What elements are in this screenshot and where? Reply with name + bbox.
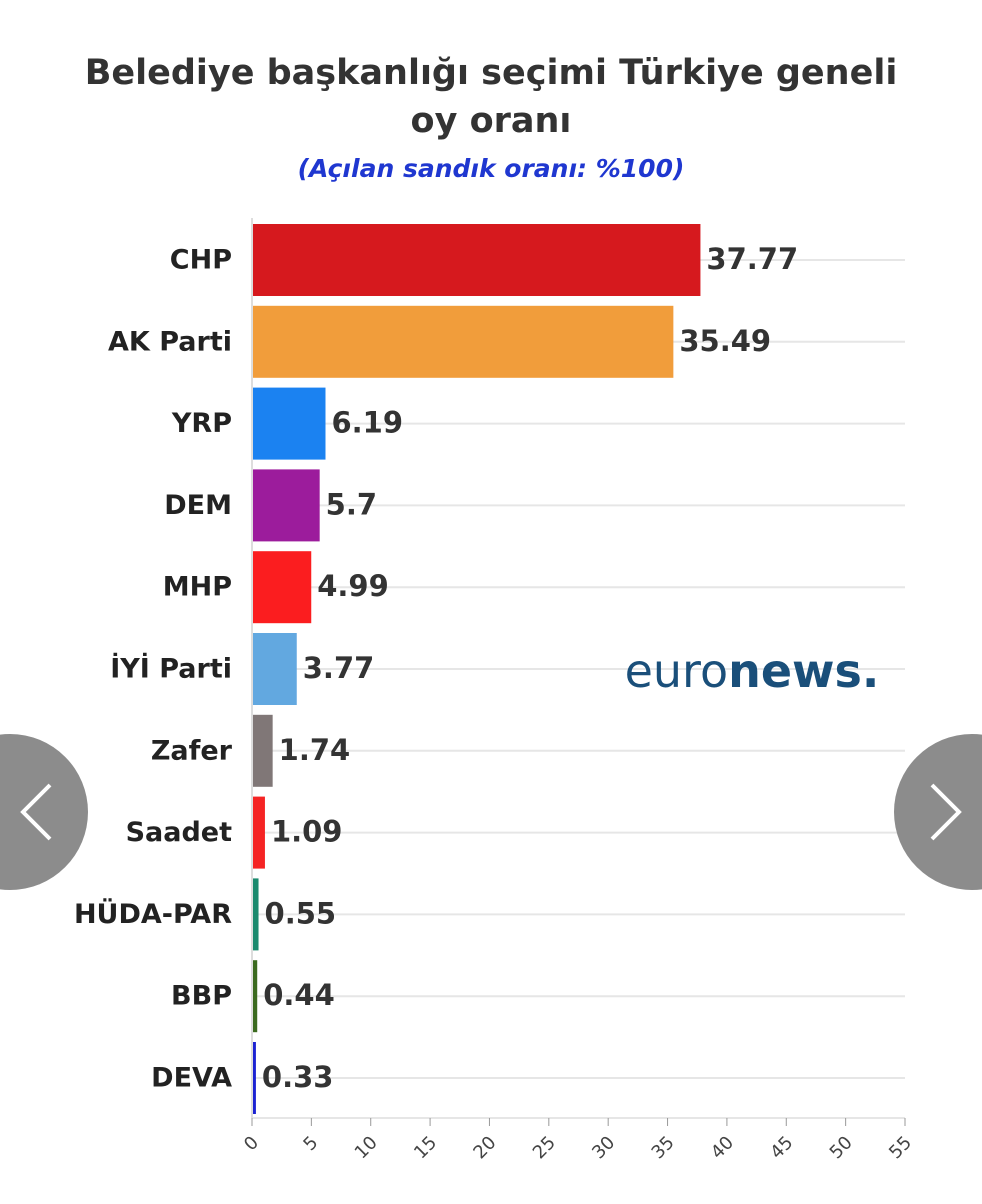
x-tick-label: 20 — [469, 1132, 500, 1163]
value-label: 5.7 — [326, 487, 377, 521]
y-tick-label: YRP — [171, 408, 232, 439]
bar — [252, 960, 258, 1033]
x-tick-label: 50 — [826, 1132, 857, 1163]
bar — [252, 1042, 256, 1114]
y-tick-label: CHP — [170, 245, 232, 276]
bar — [252, 387, 326, 460]
x-tick-label: 0 — [240, 1132, 263, 1155]
value-label: 0.55 — [265, 896, 337, 930]
value-label: 6.19 — [331, 406, 403, 440]
bar — [252, 305, 674, 378]
y-tick-label: Saadet — [126, 817, 233, 848]
bar — [252, 633, 297, 705]
y-tick-label: DEM — [164, 490, 232, 521]
y-tick-label: İYİ Parti — [110, 653, 232, 685]
prev-button[interactable] — [0, 734, 88, 890]
prev-circle[interactable] — [0, 734, 88, 890]
y-tick-label: MHP — [163, 572, 232, 603]
chart-subtitle: (Açılan sandık oranı: %100) — [298, 154, 685, 183]
watermark-light: euro — [625, 644, 729, 698]
value-label: 0.44 — [263, 978, 335, 1012]
bar — [252, 796, 265, 869]
value-label: 4.99 — [317, 569, 389, 603]
bar — [252, 714, 273, 787]
watermark: euronews. — [625, 644, 880, 698]
bar — [252, 224, 701, 296]
y-tick-label: DEVA — [151, 1063, 232, 1094]
x-tick-label: 15 — [410, 1132, 441, 1163]
bar — [252, 469, 320, 542]
x-tick-label: 45 — [766, 1132, 797, 1163]
prev-chevron[interactable] — [20, 783, 52, 841]
value-label: 1.74 — [279, 733, 351, 767]
watermark-bold: news. — [728, 644, 879, 698]
x-tick-label: 55 — [885, 1132, 916, 1163]
chart-title-line2: oy oranı — [411, 101, 572, 141]
next-button[interactable] — [894, 734, 982, 890]
x-tick-label: 5 — [299, 1132, 322, 1155]
x-tick-label: 10 — [351, 1132, 382, 1163]
value-label: 3.77 — [303, 651, 375, 685]
bar — [252, 878, 259, 951]
y-tick-label: HÜDA-PAR — [74, 897, 232, 930]
y-tick-label: Zafer — [151, 735, 233, 766]
value-label: 35.49 — [679, 324, 771, 358]
y-tick-label: BBP — [171, 981, 232, 1012]
next-circle[interactable] — [894, 734, 982, 890]
x-tick-label: 40 — [707, 1132, 738, 1163]
value-label: 37.77 — [706, 242, 798, 276]
bar — [252, 551, 312, 624]
chart-title: Belediye başkanlığı seçimi Türkiye genel… — [85, 53, 898, 93]
y-tick-label: AK Parti — [108, 326, 232, 357]
x-tick-label: 25 — [529, 1132, 560, 1163]
x-tick-label: 30 — [588, 1132, 619, 1163]
value-label: 1.09 — [271, 815, 343, 849]
next-chevron[interactable] — [930, 783, 962, 841]
value-label: 0.33 — [262, 1060, 334, 1094]
x-tick-label: 35 — [648, 1132, 679, 1163]
